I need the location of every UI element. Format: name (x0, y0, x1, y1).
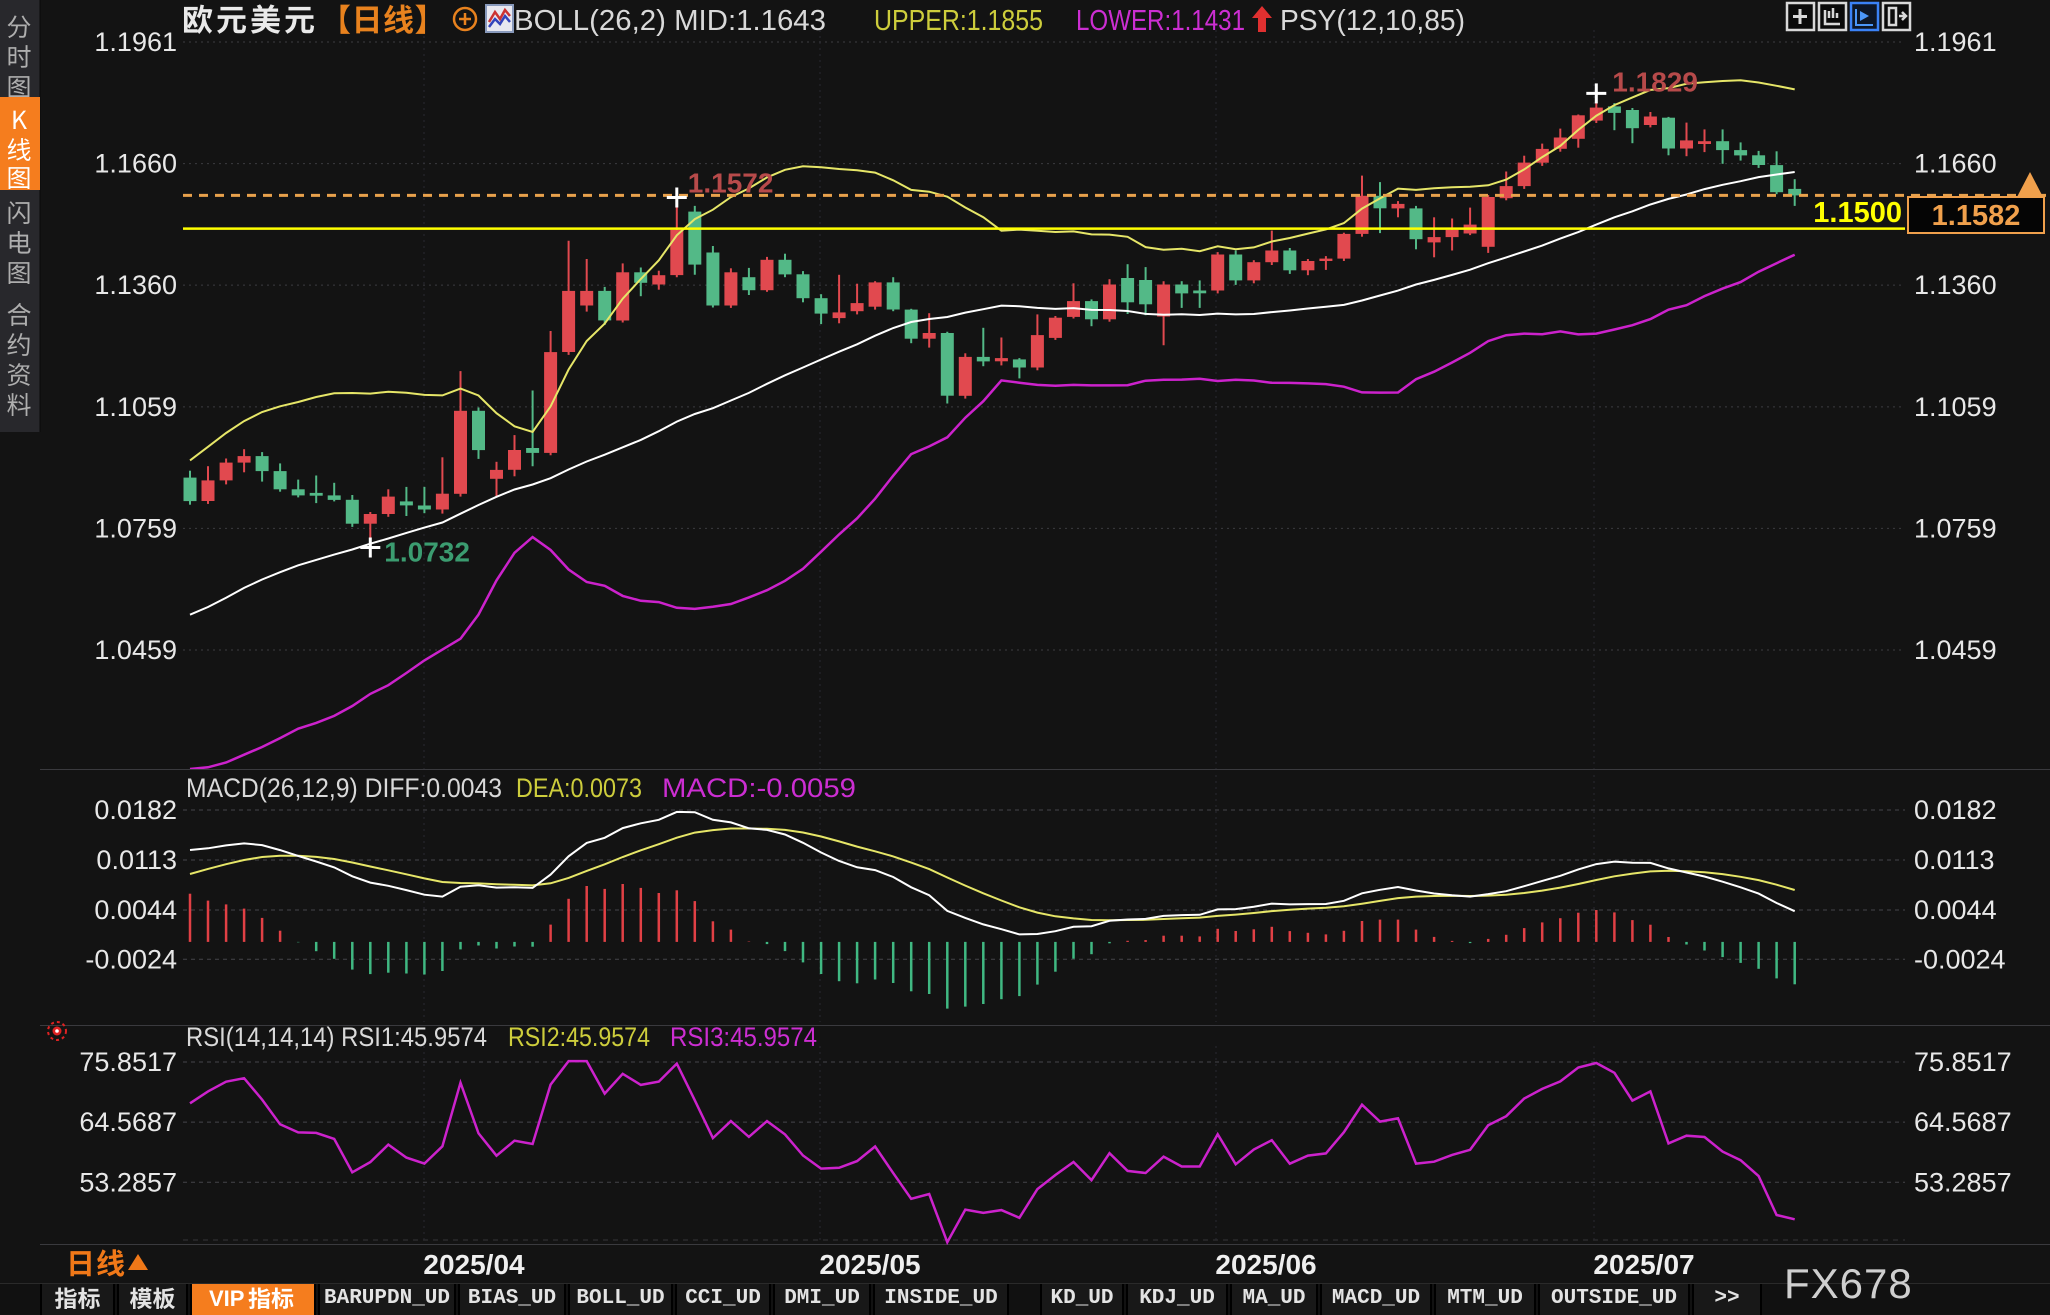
svg-text:2025/05: 2025/05 (819, 1249, 920, 1280)
svg-text:DEA:0.0073: DEA:0.0073 (516, 773, 642, 803)
svg-text:1.1572: 1.1572 (688, 168, 774, 199)
svg-text:MACD(26,12,9) DIFF:0.0043: MACD(26,12,9) DIFF:0.0043 (186, 773, 502, 803)
svg-text:1.1660: 1.1660 (94, 149, 177, 179)
svg-text:1.1360: 1.1360 (94, 270, 177, 300)
svg-text:53.2857: 53.2857 (1914, 1167, 2012, 1197)
svg-text:2025/04: 2025/04 (423, 1249, 525, 1280)
svg-text:1.1961: 1.1961 (94, 27, 177, 57)
svg-text:1.1660: 1.1660 (1914, 149, 1997, 179)
svg-text:1.1829: 1.1829 (1612, 66, 1698, 97)
svg-text:RSI2:45.9574: RSI2:45.9574 (508, 1022, 650, 1052)
svg-text:1.1059: 1.1059 (94, 392, 177, 422)
svg-text:PSY(12,10,85): PSY(12,10,85) (1280, 5, 1465, 37)
svg-text:64.5687: 64.5687 (1914, 1107, 2012, 1137)
svg-text:53.2857: 53.2857 (79, 1167, 177, 1197)
svg-text:0.0113: 0.0113 (96, 845, 177, 875)
svg-text:0.0182: 0.0182 (94, 795, 177, 825)
svg-text:1.0759: 1.0759 (94, 513, 177, 543)
svg-text:1.0732: 1.0732 (384, 537, 470, 568)
svg-text:BOLL(26,2) MID:1.1643: BOLL(26,2) MID:1.1643 (514, 5, 826, 37)
svg-text:1.1961: 1.1961 (1914, 27, 1997, 57)
svg-text:1.1059: 1.1059 (1914, 392, 1997, 422)
svg-text:64.5687: 64.5687 (79, 1107, 177, 1137)
svg-text:1.1582: 1.1582 (1932, 200, 2021, 232)
svg-text:1.1500: 1.1500 (1813, 197, 1902, 229)
svg-text:2025/07: 2025/07 (1593, 1249, 1694, 1280)
svg-text:2025/06: 2025/06 (1215, 1249, 1316, 1280)
svg-text:VIP: VIP (209, 1286, 244, 1311)
svg-text:0.0044: 0.0044 (94, 895, 177, 925)
svg-text:1.0759: 1.0759 (1914, 513, 1997, 543)
svg-text:1.1360: 1.1360 (1914, 270, 1997, 300)
svg-text:75.8517: 75.8517 (1914, 1047, 2012, 1077)
svg-text:-0.0024: -0.0024 (85, 944, 177, 974)
svg-text:MACD:-0.0059: MACD:-0.0059 (662, 773, 856, 803)
svg-text:1.0459: 1.0459 (94, 635, 177, 665)
svg-text:75.8517: 75.8517 (79, 1047, 177, 1077)
svg-text:-0.0024: -0.0024 (1914, 944, 2006, 974)
svg-text:UPPER:1.1855: UPPER:1.1855 (874, 5, 1043, 37)
svg-text:RSI(14,14,14) RSI1:45.9574: RSI(14,14,14) RSI1:45.9574 (186, 1022, 487, 1052)
svg-text:1.0459: 1.0459 (1914, 635, 1997, 665)
svg-text:0.0182: 0.0182 (1914, 795, 1997, 825)
svg-text:LOWER:1.1431: LOWER:1.1431 (1076, 5, 1245, 37)
svg-text:0.0113: 0.0113 (1914, 845, 1995, 875)
svg-text:RSI3:45.9574: RSI3:45.9574 (670, 1022, 817, 1052)
svg-text:0.0044: 0.0044 (1914, 895, 1997, 925)
